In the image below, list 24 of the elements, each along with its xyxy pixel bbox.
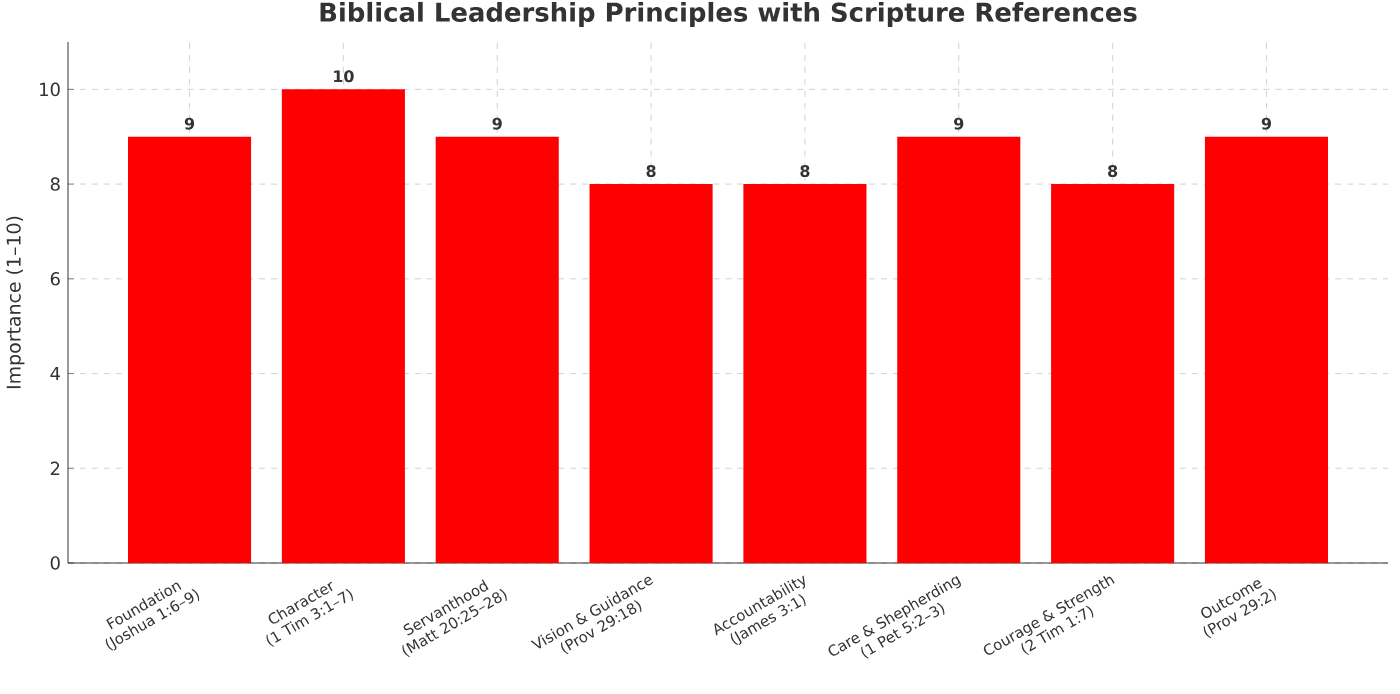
- bar: [128, 136, 252, 563]
- bar: [281, 89, 405, 563]
- bar: [1051, 184, 1175, 563]
- y-axis-title: Importance (1–10): [6, 216, 25, 389]
- data-label: 8: [646, 164, 656, 178]
- bar: [589, 184, 713, 563]
- bar: [435, 136, 559, 563]
- y-tick-label: 10: [40, 82, 60, 97]
- bar: [1204, 136, 1329, 563]
- data-label: 8: [800, 164, 810, 178]
- data-label: 9: [184, 117, 195, 130]
- bar: [897, 136, 1021, 563]
- y-tick-label: 6: [50, 272, 60, 286]
- bar: [743, 184, 867, 563]
- data-label: 9: [1261, 117, 1271, 130]
- y-tick-label: 4: [50, 367, 60, 381]
- data-label: 9: [492, 117, 502, 130]
- chart-title: Biblical Leadership Principles with Scripture References: [320, 1, 1137, 27]
- y-tick-label: 0: [50, 556, 60, 570]
- data-label: 10: [334, 70, 354, 83]
- data-label: 8: [1108, 164, 1118, 178]
- y-tick-label: 8: [50, 177, 60, 191]
- y-tick-label: 2: [50, 461, 60, 475]
- data-label: 9: [954, 117, 964, 130]
